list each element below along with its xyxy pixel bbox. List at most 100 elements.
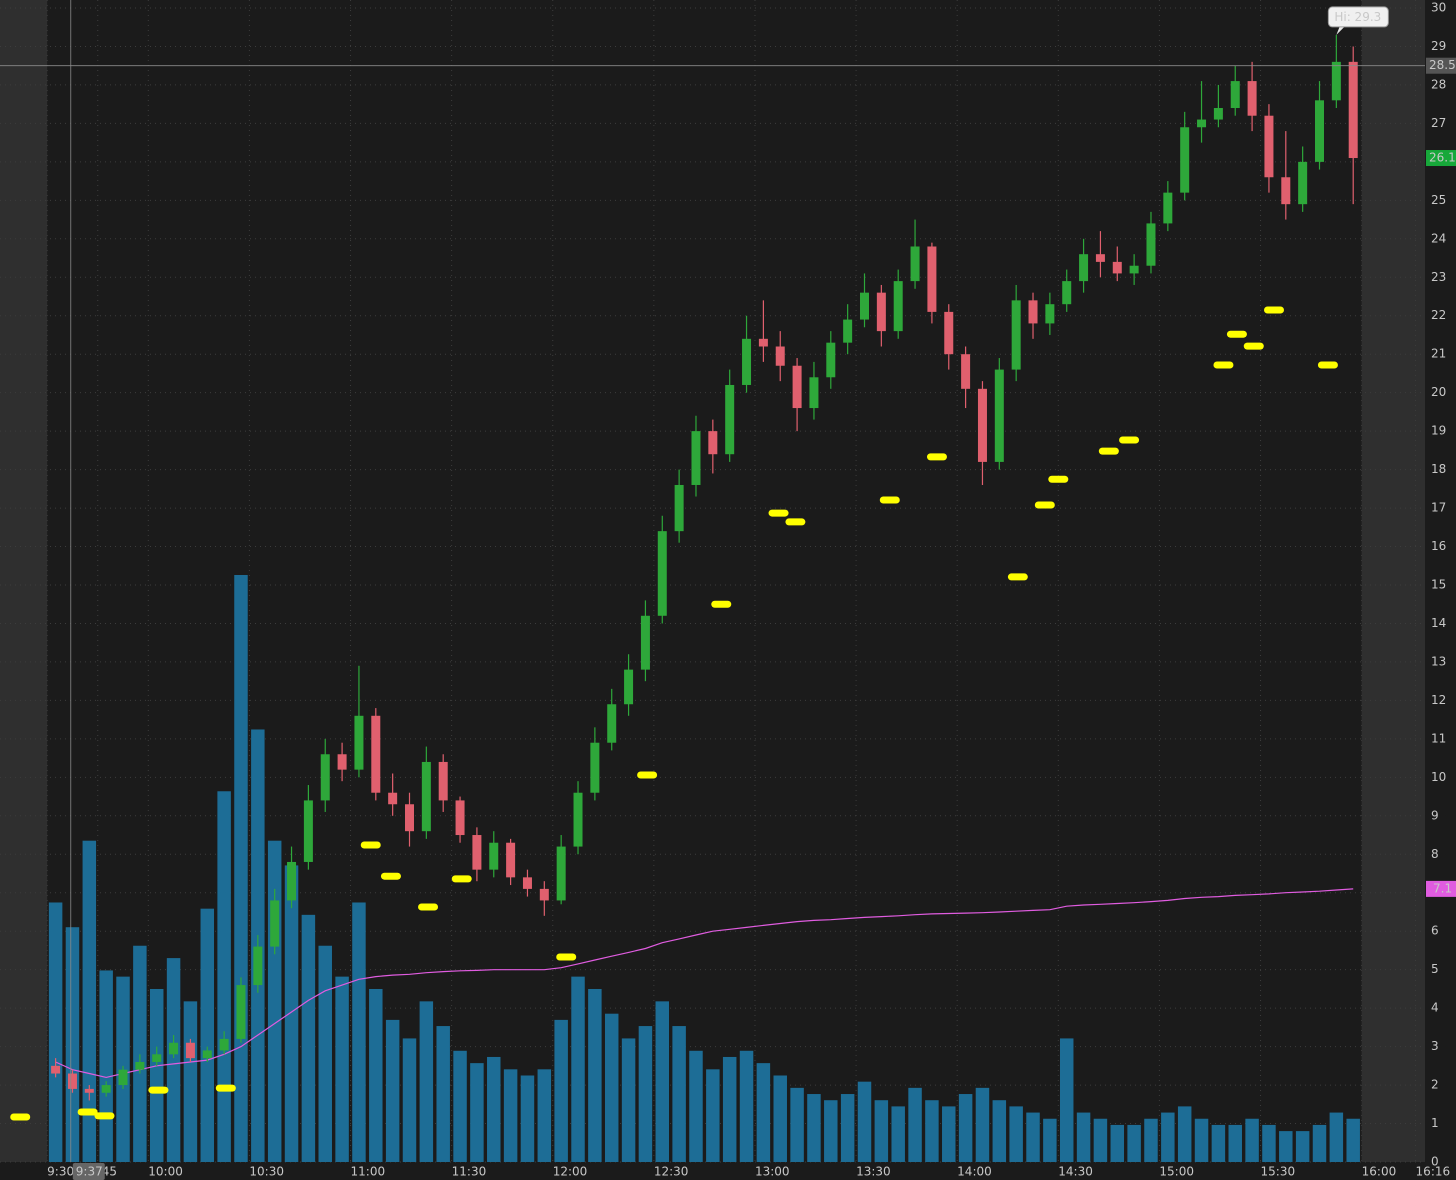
volume-bar bbox=[99, 970, 113, 1162]
candle-body bbox=[539, 888, 549, 901]
y-tick-label: 0 bbox=[1431, 1155, 1439, 1169]
signal-marker bbox=[1048, 475, 1069, 483]
y-tick-label: 25 bbox=[1431, 193, 1446, 207]
volume-bar bbox=[65, 927, 80, 1162]
volume-bar bbox=[1228, 1124, 1242, 1162]
signal-marker bbox=[926, 453, 947, 461]
candle-body bbox=[67, 1073, 77, 1089]
y-tick-label: 3 bbox=[1431, 1039, 1439, 1053]
candle-body bbox=[640, 615, 650, 670]
volume-bar bbox=[537, 1069, 552, 1162]
y-tick-label: 4 bbox=[1431, 1001, 1439, 1015]
candle-body bbox=[1045, 304, 1055, 324]
volume-bar bbox=[183, 1001, 198, 1162]
candle-body bbox=[236, 985, 246, 1039]
candle-body bbox=[927, 246, 937, 312]
y-tick-label: 28 bbox=[1431, 77, 1446, 91]
volume-bar bbox=[200, 908, 215, 1162]
x-tick-label: 12:30 bbox=[654, 1165, 689, 1179]
candle-body bbox=[320, 754, 330, 801]
candle-body bbox=[438, 761, 448, 801]
volume-bar bbox=[1245, 1118, 1259, 1162]
volume-bar bbox=[1144, 1118, 1158, 1162]
y-tick-label: 11 bbox=[1431, 731, 1446, 745]
x-tick-label: 10:30 bbox=[249, 1165, 284, 1179]
volume-bar bbox=[284, 865, 299, 1162]
candle-body bbox=[84, 1088, 94, 1093]
volume-bar bbox=[1312, 1124, 1327, 1162]
volume-bar bbox=[1110, 1124, 1125, 1162]
candle-body bbox=[135, 1061, 145, 1070]
candle-body bbox=[303, 800, 313, 862]
volume-bar bbox=[133, 945, 147, 1162]
y-tick-label: 24 bbox=[1431, 231, 1446, 245]
volume-bar bbox=[520, 1075, 535, 1162]
volume-bar bbox=[453, 1050, 467, 1162]
signal-marker bbox=[1264, 306, 1284, 314]
candle-body bbox=[657, 531, 667, 616]
signal-marker bbox=[1007, 573, 1028, 581]
x-tick-label: 10:00 bbox=[148, 1165, 183, 1179]
y-tick-label: 8 bbox=[1431, 847, 1439, 861]
volume-bar bbox=[571, 976, 585, 1162]
signal-marker bbox=[637, 771, 658, 779]
volume-bar bbox=[756, 1063, 771, 1162]
signal-marker bbox=[768, 509, 789, 517]
candle-body bbox=[1095, 254, 1105, 262]
volume-bar bbox=[621, 1038, 636, 1162]
candle-body bbox=[101, 1085, 111, 1093]
volume-bar bbox=[335, 976, 349, 1162]
y-tick-label: 21 bbox=[1431, 347, 1446, 361]
candle-body bbox=[1079, 254, 1089, 282]
signal-marker bbox=[380, 872, 401, 880]
y-tick-label: 23 bbox=[1431, 270, 1446, 284]
candle-body bbox=[843, 319, 853, 343]
candle-body bbox=[522, 877, 532, 889]
signal-marker bbox=[77, 1108, 98, 1116]
x-tick-label: 14:30 bbox=[1058, 1165, 1093, 1179]
volume-bar bbox=[925, 1100, 939, 1162]
candle-body bbox=[472, 835, 482, 870]
price-axis bbox=[1425, 0, 1456, 1180]
candle-body bbox=[388, 792, 398, 805]
candle-body bbox=[202, 1050, 212, 1059]
volume-bar bbox=[1329, 1112, 1344, 1162]
y-tick-label: 14 bbox=[1431, 616, 1446, 630]
candle-body bbox=[1298, 161, 1308, 205]
volume-bar bbox=[891, 1106, 905, 1162]
crosshair-time: 9:37 bbox=[76, 1165, 103, 1179]
candle-body bbox=[1281, 177, 1291, 205]
candle-body bbox=[1247, 81, 1257, 116]
candle-body bbox=[708, 431, 718, 455]
signal-marker bbox=[711, 600, 732, 608]
volume-bar bbox=[739, 1050, 754, 1162]
candle-body bbox=[691, 431, 701, 485]
signal-marker bbox=[10, 1113, 31, 1121]
candle-body bbox=[337, 754, 347, 770]
signal-marker bbox=[1098, 447, 1119, 455]
volume-bar bbox=[638, 1026, 653, 1162]
candle-body bbox=[1264, 115, 1274, 178]
candle-body bbox=[876, 292, 886, 332]
candle-body bbox=[371, 715, 381, 793]
candle-body bbox=[1331, 61, 1341, 101]
y-tick-label: 27 bbox=[1431, 116, 1446, 130]
y-tick-label: 2 bbox=[1431, 1078, 1439, 1092]
y-tick-label: 19 bbox=[1431, 424, 1446, 438]
y-tick-label: 17 bbox=[1431, 501, 1446, 515]
volume-bar bbox=[840, 1094, 855, 1162]
volume-bar bbox=[908, 1087, 922, 1162]
y-tick-label: 5 bbox=[1431, 962, 1439, 976]
volume-bar bbox=[1059, 1038, 1074, 1162]
signal-marker bbox=[1317, 361, 1338, 369]
candle-body bbox=[270, 900, 280, 947]
vwap-price: 7.1 bbox=[1433, 881, 1452, 895]
candle-body bbox=[792, 365, 802, 409]
candle-body bbox=[185, 1042, 195, 1059]
candle-body bbox=[1129, 265, 1139, 274]
candle-body bbox=[405, 804, 414, 832]
volume-bar bbox=[975, 1087, 990, 1162]
crosshair-price: 28.5 bbox=[1429, 58, 1456, 72]
y-tick-label: 9 bbox=[1431, 808, 1439, 822]
